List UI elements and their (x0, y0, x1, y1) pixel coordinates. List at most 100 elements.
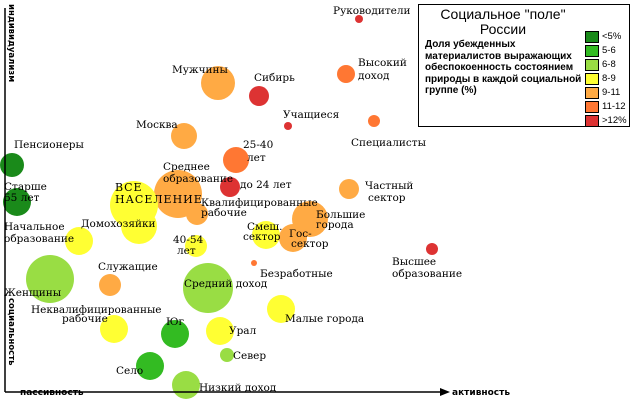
legend-label: 6-8 (602, 59, 616, 70)
bubble-label-безработные: Безработные (260, 268, 333, 280)
bubble-label-квалифицированные-рабочие: Квалифицированные (201, 197, 318, 209)
bubble-label-север: Север (233, 350, 266, 362)
chart-title: Социальное "поле" России (440, 6, 566, 37)
bubble-безработные (251, 260, 257, 266)
legend-label: <5% (602, 31, 622, 42)
x-axis-label-left: пассивность (20, 388, 84, 398)
bubble-учащиеся (284, 122, 292, 130)
legend-swatch (585, 59, 599, 71)
legend-swatch (585, 101, 599, 113)
bubble-юг (161, 320, 189, 348)
bubble-label-сибирь: Сибирь (254, 72, 295, 84)
bubble-label-высокий-доход: Высокий (358, 57, 407, 69)
bubble-label-неквалифицированные-рабочие: Неквалифицированные (31, 304, 162, 316)
bubble-label-мужчины: Мужчины (172, 64, 228, 76)
bubble-label-старше-55-лет: Старше (4, 181, 47, 193)
bubble-label-руководители: Руководители (333, 5, 411, 17)
bubble-label-неквалифицированные-рабочие: рабочие (62, 313, 108, 325)
bubble-label-малые-города: Малые города (285, 313, 364, 325)
bubble-начальное-образование (65, 227, 93, 255)
legend-description: Доля убежденных материалистов выражающих… (425, 39, 582, 96)
bubble-label-гос-сектор: Гос- (289, 228, 312, 240)
bubble-женщины (26, 255, 74, 303)
bubble-label-квалифицированные-рабочие: рабочие (201, 207, 247, 219)
bubble-специалисты (368, 115, 380, 127)
bubble-label-среднее-образование: образование (163, 173, 233, 185)
bubble-высшее-образование (426, 243, 438, 255)
bubble-label-специалисты: Специалисты (351, 137, 426, 149)
legend-label: 5-6 (602, 45, 616, 56)
legend: Социальное "поле" России Доля убежденных… (418, 4, 630, 127)
legend-item: 11-12 (585, 100, 629, 114)
bubble-гос-сектор (279, 224, 307, 252)
bubble-label-все-население: ВСЕ (115, 181, 143, 194)
legend-label: 11-12 (602, 101, 626, 112)
y-axis-label-top: индивидуализм (6, 4, 16, 82)
bubble-label-частный-сектор: сектор (368, 192, 406, 204)
legend-label: >12% (602, 115, 627, 126)
bubble-label-большие-города: города (316, 219, 354, 231)
x-axis-label-right: активность (452, 388, 510, 398)
bubble-40-54-лет (185, 235, 207, 257)
bubble-label-40-54-лет: 40-54 (173, 234, 204, 246)
bubble-25-40-лет (223, 147, 249, 173)
legend-swatch (585, 73, 599, 85)
bubble-неквалифицированные-рабочие (100, 315, 128, 343)
bubble-средний-доход (183, 263, 233, 313)
legend-swatch (585, 115, 599, 127)
bubble-label-урал: Урал (229, 325, 257, 337)
bubble-село (136, 352, 164, 380)
bubble-урал (206, 317, 234, 345)
bubble-сибирь (249, 86, 269, 106)
bubble-служащие (99, 274, 121, 296)
bubble-мужчины (201, 66, 235, 100)
x-axis-arrow (440, 388, 450, 396)
bubble-label-начальное-образование: образование (4, 233, 74, 245)
bubble-частный-сектор (339, 179, 359, 199)
bubble-label-женщины: Женщины (4, 287, 61, 299)
legend-item: 6-8 (585, 58, 629, 72)
bubble-label-25-40-лет: 25-40 (243, 139, 273, 151)
bubble-label-25-40-лет: лет (247, 152, 266, 164)
bubble-label-учащиеся: Учащиеся (283, 109, 340, 121)
bubble-высокий-доход (337, 65, 355, 83)
bubble-домохозяйки (121, 208, 157, 244)
bubble-label-смеш-сектор: Смеш. (247, 221, 283, 233)
bubble-label-большие-города: Большие (316, 209, 365, 221)
legend-label: 8-9 (602, 73, 616, 84)
bubble-label-средний-доход: Средний доход (184, 278, 268, 290)
bubble-label-гос-сектор: сектор (291, 238, 329, 250)
legend-item: >12% (585, 114, 629, 128)
bubble-label-высокий-доход: доход (358, 70, 390, 82)
bubble-низкий-доход (172, 371, 200, 399)
bubble-label-служащие: Служащие (98, 261, 158, 273)
bubble-до-24-лет (220, 177, 240, 197)
bubble-москва (171, 123, 197, 149)
bubble-label-начальное-образование: Начальное (4, 221, 65, 233)
bubble-label-юг: Юг (166, 316, 185, 328)
bubble-смеш-сектор (252, 221, 280, 249)
bubble-label-все-население: НАСЕЛЕНИЕ (115, 193, 203, 206)
legend-swatch (585, 31, 599, 43)
axes: пассивность активность индивидуализм соц… (4, 4, 510, 398)
legend-item: 8-9 (585, 72, 629, 86)
bubble-руководители (355, 15, 363, 23)
bubble-label-частный-сектор: Частный (365, 180, 413, 192)
legend-item: 9-11 (585, 86, 629, 100)
bubble-label-до-24-лет: до 24 лет (240, 179, 292, 191)
bubble-label-40-54-лет: лет (177, 245, 196, 257)
bubble-label-смеш-сектор: сектор (243, 231, 281, 243)
bubble-малые-города (267, 295, 295, 323)
y-axis-label-bottom: социальность (6, 298, 16, 366)
bubbles-layer (0, 15, 438, 399)
bubble-label-высшее-образование: Высшее (392, 256, 436, 268)
bubble-пенсионеры (0, 153, 24, 177)
bubble-label-среднее-образование: Среднее (163, 161, 210, 173)
legend-swatch (585, 87, 599, 99)
bubble-label-пенсионеры: Пенсионеры (14, 139, 84, 151)
bubble-север (220, 348, 234, 362)
bubble-label-москва: Москва (136, 119, 178, 131)
legend-item: <5% (585, 30, 629, 44)
